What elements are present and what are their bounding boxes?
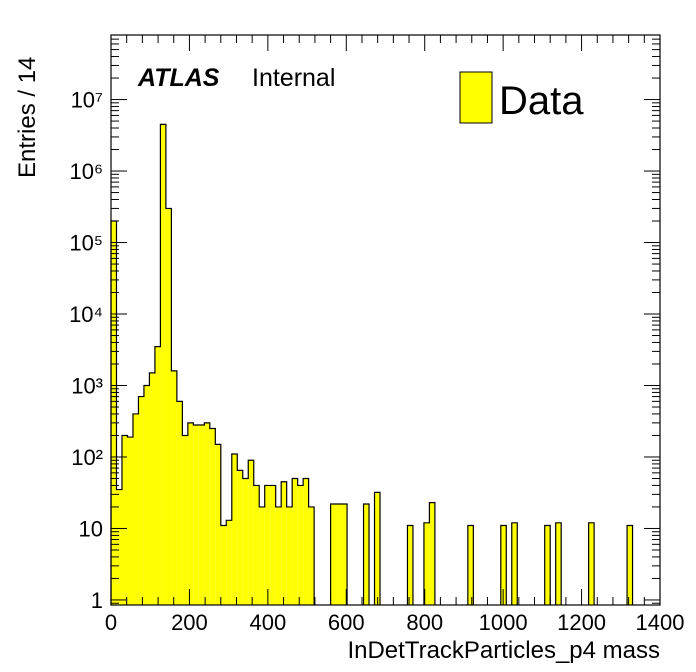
histogram-bar [363, 503, 370, 605]
internal-label: Internal [252, 64, 335, 92]
histogram-bar [341, 503, 348, 605]
histogram-bar [187, 422, 194, 605]
y-tick-label: 10⁶ [69, 159, 103, 184]
histogram-bar [176, 401, 183, 605]
x-tick-label: 400 [249, 610, 286, 635]
y-tick-label: 10⁵ [69, 231, 103, 256]
y-tick-label: 10³ [71, 373, 103, 398]
histogram-bar [555, 522, 562, 605]
histogram-bar [171, 370, 177, 605]
histogram-bar [259, 506, 265, 605]
histogram-bar [138, 396, 144, 605]
histogram-bar [111, 221, 117, 605]
histogram-bar [132, 413, 139, 605]
y-tick-label: 10⁷ [71, 88, 103, 113]
y-tick-label: 10 [79, 516, 103, 541]
histogram-bar [143, 385, 150, 605]
atlas-label: ATLAS [137, 64, 220, 92]
x-tick-label: 1200 [557, 610, 606, 635]
legend-swatch [459, 71, 493, 124]
histogram-bar [220, 525, 227, 605]
x-tick-label: 1000 [479, 610, 528, 635]
y-tick-label: 10² [71, 445, 103, 470]
legend-label: Data [499, 79, 584, 123]
histogram-bar [407, 525, 413, 605]
y-tick-label: 1 [91, 588, 103, 613]
histogram-bar [270, 485, 276, 605]
histogram-bar [237, 470, 243, 605]
histogram-bar [165, 208, 172, 605]
histogram-bar [264, 485, 271, 605]
histogram-bar [204, 422, 210, 605]
histogram-bar [511, 522, 518, 605]
histogram-bar [242, 478, 249, 605]
histogram-bar [275, 506, 282, 605]
histogram-bar [467, 525, 474, 605]
axis-ticks [110, 34, 661, 605]
histogram-bar [303, 478, 309, 605]
histogram-bar [544, 525, 551, 605]
x-axis-title: InDetTrackParticles_p4 mass [347, 637, 660, 664]
y-axis-title: Entries / 14 [14, 57, 41, 178]
histogram-bar [308, 506, 315, 605]
histogram-bar [127, 437, 133, 605]
histogram-bar [226, 520, 232, 605]
histogram-bar [281, 481, 287, 605]
histogram-bar [297, 485, 304, 605]
histogram-bar [215, 444, 221, 605]
histogram-bar [231, 454, 238, 605]
histogram-bar [500, 525, 507, 605]
histogram-bar [429, 502, 435, 605]
histogram-bar [160, 124, 166, 605]
histogram-bar [248, 460, 254, 605]
histogram-bar [198, 425, 205, 605]
x-tick-label: 0 [105, 610, 117, 635]
histogram-bar [116, 489, 122, 605]
histogram-bar [374, 492, 381, 605]
histogram-outline [110, 123, 634, 605]
x-tick-label: 800 [406, 610, 443, 635]
histogram-bar [182, 435, 188, 605]
histogram-bar [286, 506, 293, 605]
histogram-bar [423, 522, 430, 605]
histogram-bar [193, 425, 199, 605]
histogram-bar [154, 346, 161, 605]
histogram-bar [330, 503, 337, 605]
x-tick-label: 200 [171, 610, 208, 635]
plot-frame [110, 34, 661, 606]
y-tick-label: 10⁴ [69, 302, 103, 327]
histogram-bars [110, 123, 634, 605]
histogram-bar [149, 372, 155, 605]
histogram-bar [588, 522, 595, 605]
x-tick-labels: 0 200 400 600 800 1000 1200 1400 [105, 610, 685, 635]
histogram-bar [253, 485, 260, 605]
x-tick-label: 1400 [636, 610, 685, 635]
y-tick-labels: 1 10 10² 10³ 10⁴ 10⁵ 10⁶ 10⁷ [69, 88, 103, 613]
histogram-bar [292, 478, 298, 605]
x-tick-label: 600 [328, 610, 365, 635]
histogram-bar [336, 503, 342, 605]
histogram-bar [209, 428, 216, 605]
histogram-bar [121, 435, 128, 605]
histogram-bar [627, 525, 633, 605]
